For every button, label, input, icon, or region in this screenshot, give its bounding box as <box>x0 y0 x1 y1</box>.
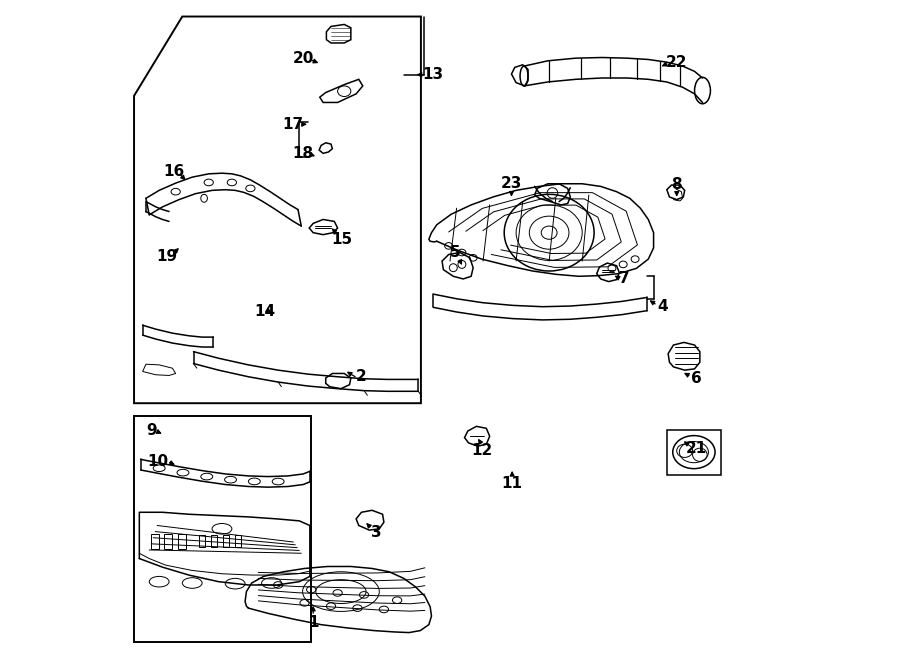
Text: 5: 5 <box>449 245 460 260</box>
Text: 9: 9 <box>146 424 157 438</box>
Bar <box>211 535 217 547</box>
Text: 13: 13 <box>422 67 444 82</box>
Text: 7: 7 <box>619 272 630 286</box>
Text: 10: 10 <box>148 454 168 469</box>
Text: 3: 3 <box>371 525 382 539</box>
Bar <box>134 416 311 642</box>
Text: 15: 15 <box>332 232 353 247</box>
Text: 18: 18 <box>292 146 314 161</box>
Text: 6: 6 <box>690 371 701 385</box>
Text: 17: 17 <box>283 117 304 132</box>
Bar <box>222 535 230 547</box>
Text: 11: 11 <box>501 477 523 491</box>
Text: 8: 8 <box>671 177 682 192</box>
Text: 20: 20 <box>293 51 315 65</box>
Bar <box>177 534 185 549</box>
Text: 4: 4 <box>658 299 668 313</box>
Bar <box>151 534 159 549</box>
Text: 16: 16 <box>163 165 184 179</box>
Text: 23: 23 <box>500 176 522 191</box>
Text: 21: 21 <box>685 441 706 455</box>
Text: 19: 19 <box>157 249 177 264</box>
Text: 1: 1 <box>308 615 319 630</box>
Text: 22: 22 <box>666 56 688 70</box>
Bar <box>235 535 241 547</box>
Text: 2: 2 <box>356 369 367 384</box>
Text: 12: 12 <box>472 444 493 458</box>
Bar <box>199 535 205 547</box>
Text: 14: 14 <box>255 305 275 319</box>
Bar <box>667 430 721 475</box>
Bar <box>165 534 173 549</box>
